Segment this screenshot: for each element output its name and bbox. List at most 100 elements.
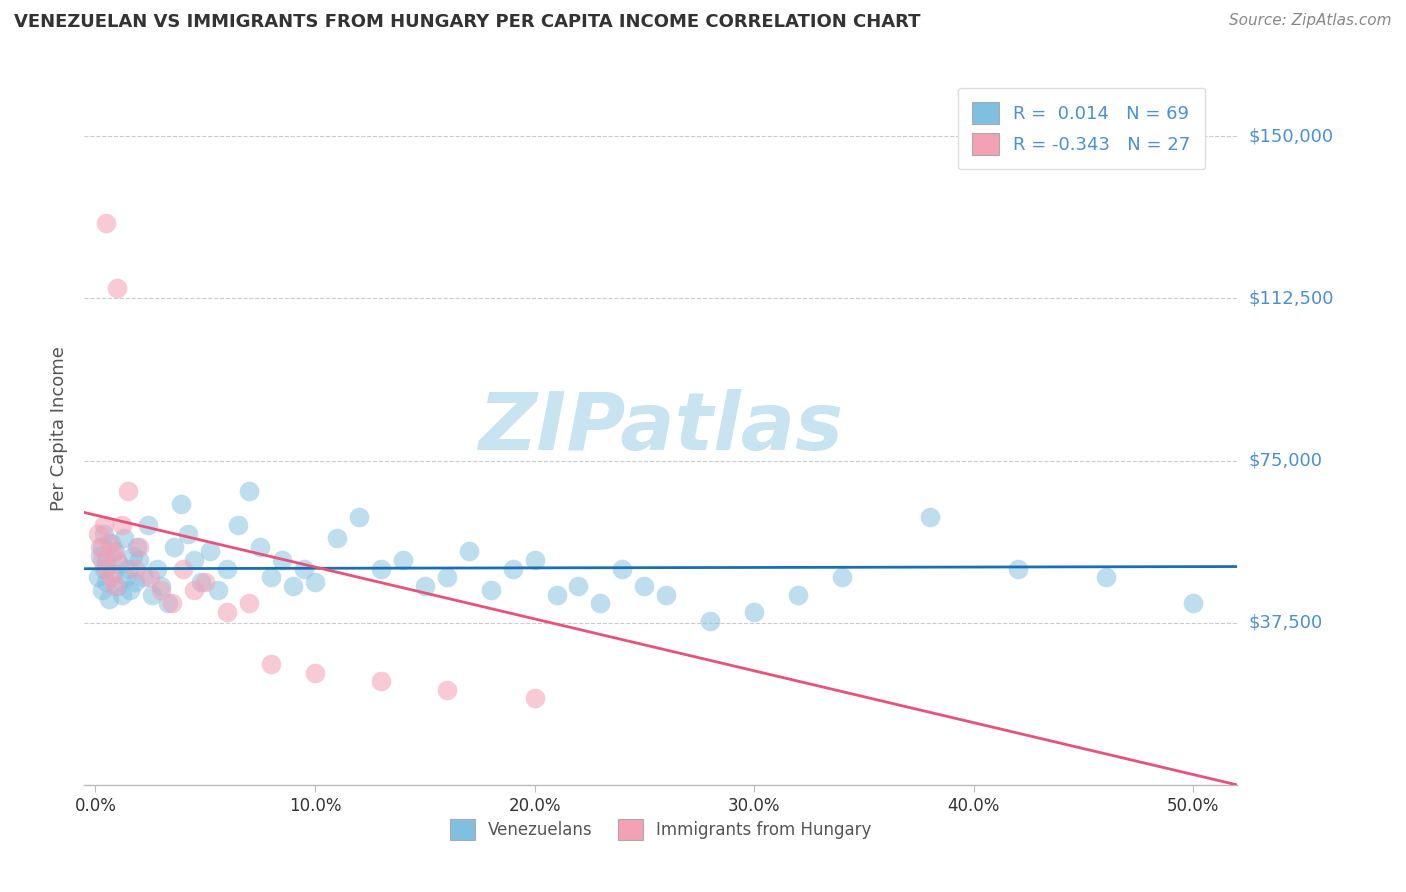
Point	[198, 544, 221, 558]
Text: $37,500: $37,500	[1249, 614, 1323, 632]
Point	[172, 562, 194, 576]
Point	[150, 583, 173, 598]
Point	[918, 509, 941, 524]
Point	[742, 605, 765, 619]
Point	[370, 562, 392, 576]
Point	[97, 592, 120, 607]
Point	[89, 540, 111, 554]
Point	[156, 596, 179, 610]
Point	[413, 579, 436, 593]
Point	[128, 540, 150, 554]
Point	[124, 562, 146, 576]
Point	[104, 544, 127, 558]
Point	[217, 605, 239, 619]
Point	[139, 570, 162, 584]
Text: $112,500: $112,500	[1249, 289, 1334, 308]
Point	[96, 216, 118, 230]
Point	[176, 527, 198, 541]
Point	[502, 562, 524, 576]
Point	[105, 280, 128, 294]
Point	[96, 562, 118, 576]
Point	[170, 497, 193, 511]
Legend: Venezuelans, Immigrants from Hungary: Venezuelans, Immigrants from Hungary	[441, 811, 880, 848]
Point	[117, 483, 139, 498]
Point	[612, 562, 634, 576]
Point	[238, 596, 260, 610]
Point	[97, 535, 120, 549]
Point	[831, 570, 853, 584]
Point	[190, 574, 212, 589]
Point	[111, 588, 134, 602]
Point	[160, 596, 183, 610]
Point	[141, 588, 163, 602]
Point	[217, 562, 239, 576]
Point	[90, 540, 112, 554]
Point	[281, 579, 304, 593]
Point	[1094, 570, 1116, 584]
Point	[111, 518, 134, 533]
Point	[546, 588, 568, 602]
Point	[105, 579, 128, 593]
Point	[260, 570, 283, 584]
Point	[523, 553, 546, 567]
Point	[436, 570, 458, 584]
Point	[115, 570, 138, 584]
Point	[1007, 562, 1029, 576]
Point	[120, 583, 142, 598]
Point	[249, 540, 271, 554]
Text: $150,000: $150,000	[1249, 128, 1333, 145]
Point	[304, 574, 326, 589]
Point	[108, 558, 131, 572]
Point	[128, 553, 150, 567]
Point	[436, 682, 458, 697]
Point	[101, 566, 124, 580]
Point	[96, 574, 118, 589]
Point	[105, 553, 128, 567]
Point	[238, 483, 260, 498]
Text: Source: ZipAtlas.com: Source: ZipAtlas.com	[1229, 13, 1392, 29]
Point	[150, 579, 173, 593]
Point	[699, 614, 721, 628]
Point	[260, 657, 283, 671]
Point	[124, 574, 146, 589]
Point	[207, 583, 229, 598]
Point	[457, 544, 479, 558]
Point	[326, 532, 349, 546]
Point	[183, 583, 205, 598]
Point	[86, 527, 108, 541]
Text: $75,000: $75,000	[1249, 451, 1322, 469]
Point	[117, 562, 139, 576]
Point	[104, 579, 127, 593]
Point	[96, 553, 118, 567]
Point	[93, 527, 115, 541]
Point	[347, 509, 370, 524]
Point	[121, 549, 143, 563]
Point	[183, 553, 205, 567]
Point	[86, 570, 108, 584]
Point	[146, 562, 169, 576]
Point	[112, 532, 135, 546]
Point	[194, 574, 217, 589]
Point	[163, 540, 186, 554]
Point	[89, 549, 111, 563]
Point	[90, 553, 112, 567]
Point	[132, 570, 155, 584]
Point	[479, 583, 502, 598]
Point	[1182, 596, 1205, 610]
Point	[633, 579, 655, 593]
Point	[101, 544, 124, 558]
Point	[787, 588, 810, 602]
Point	[136, 518, 159, 533]
Point	[100, 570, 122, 584]
Point	[567, 579, 589, 593]
Point	[271, 553, 294, 567]
Point	[93, 562, 115, 576]
Point	[523, 691, 546, 706]
Point	[304, 665, 326, 680]
Text: ZIPatlas: ZIPatlas	[478, 389, 844, 467]
Point	[370, 674, 392, 689]
Point	[90, 583, 112, 598]
Point	[93, 518, 115, 533]
Point	[655, 588, 678, 602]
Point	[125, 540, 148, 554]
